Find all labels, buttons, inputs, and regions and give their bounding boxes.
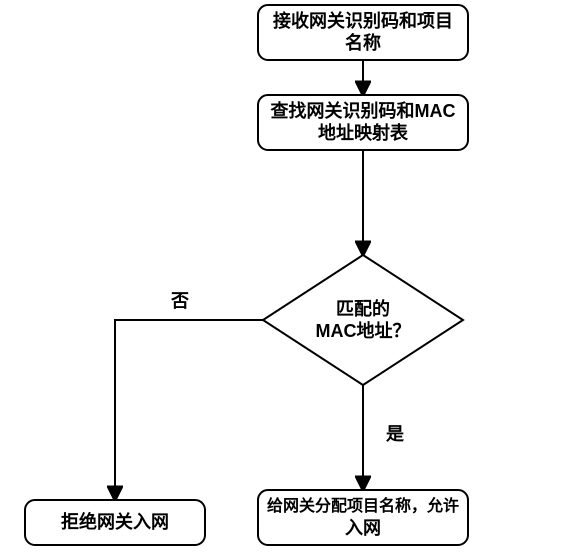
node-reject: 拒绝网关入网 (25, 500, 205, 545)
node-2-line-2: 地址映射表 (318, 122, 409, 143)
flowchart: 接收网关识别码和项目 名称 查找网关识别码和MAC 地址映射表 匹配的 MAC地… (0, 0, 561, 557)
node-4-line-1: 给网关分配项目名称，允许 (267, 496, 459, 515)
node-4-line-2: 入网 (345, 518, 381, 538)
node-assign-allow: 给网关分配项目名称，允许 入网 (258, 490, 468, 545)
node-lookup-mapping: 查找网关识别码和MAC 地址映射表 (258, 95, 468, 150)
label-no: 否 (170, 291, 189, 311)
node-receive-id-project: 接收网关识别码和项目 名称 (258, 5, 468, 60)
label-yes: 是 (385, 424, 404, 444)
node-5-line-1: 拒绝网关入网 (61, 511, 169, 532)
node-2-line-1: 查找网关识别码和MAC (271, 100, 456, 121)
node-decision-mac-match: 匹配的 MAC地址？ (263, 255, 463, 385)
node-1-line-1: 接收网关识别码和项目 (273, 10, 453, 31)
node-1-line-2: 名称 (345, 32, 381, 53)
edge-n3-n5-no (115, 320, 263, 500)
node-3-line-2: MAC地址？ (316, 320, 411, 341)
node-3-line-1: 匹配的 (336, 298, 390, 319)
